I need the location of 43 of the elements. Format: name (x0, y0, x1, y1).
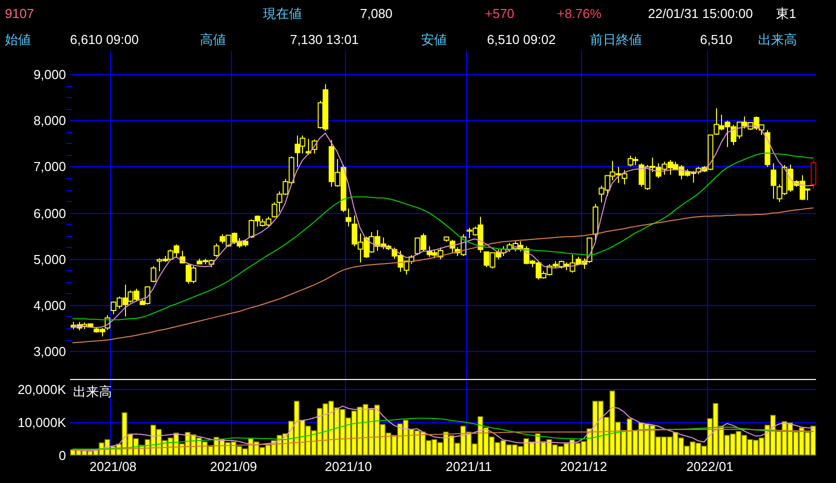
y-tick-label: 5,000 (33, 252, 66, 267)
line-series (72, 207, 814, 344)
text: 22/01/31 15:00:00 (648, 6, 753, 21)
candlestick (770, 162, 776, 200)
text: 6,510 09:02 (487, 32, 556, 47)
candlestick (810, 160, 816, 190)
candlestick (592, 203, 598, 242)
text: 前日終値 (590, 32, 642, 47)
x-tick-label: 2022/01 (686, 459, 734, 474)
line-series (72, 428, 814, 451)
y-tick-label: 20,000K (18, 382, 66, 397)
x-tick-label: 2021/11 (446, 459, 492, 474)
text: 6,510 (700, 32, 733, 47)
y-tick-label: 4,000 (33, 298, 66, 313)
x-tick-label: 2021/12 (560, 459, 608, 474)
y-tick-label: 3,000 (33, 344, 66, 359)
x-tick-label: 2021/09 (210, 459, 258, 474)
y-tick-label: 8,000 (33, 113, 66, 128)
line-series (72, 418, 814, 450)
x-tick-label: 2021/08 (90, 459, 137, 474)
text: 安値 (421, 32, 447, 47)
text: 始値 (5, 32, 31, 47)
text: 高値 (200, 32, 226, 47)
text: +570 (485, 6, 514, 21)
y-tick-label: 0 (58, 448, 66, 463)
text: 東1 (776, 6, 796, 21)
candlestick (150, 266, 156, 283)
candlestick (214, 243, 220, 258)
text: 7,080 (360, 6, 393, 21)
text: 出来高 (758, 32, 797, 47)
text: 7,130 13:01 (290, 32, 359, 47)
line-series (72, 125, 814, 328)
y-tick-label: 6,000 (33, 206, 66, 221)
y-tick-label: 7,000 (33, 159, 66, 174)
x-tick-label: 2021/10 (324, 459, 372, 474)
text: +8.76% (557, 6, 602, 21)
y-tick-label: 10,000K (18, 415, 66, 430)
text: 6,610 09:00 (70, 32, 139, 47)
line-series (72, 152, 814, 320)
text: 現在値 (263, 6, 302, 21)
candlestick (764, 129, 770, 168)
y-tick-label: 9,000 (33, 67, 66, 82)
chart-title: 9107 (5, 6, 34, 21)
